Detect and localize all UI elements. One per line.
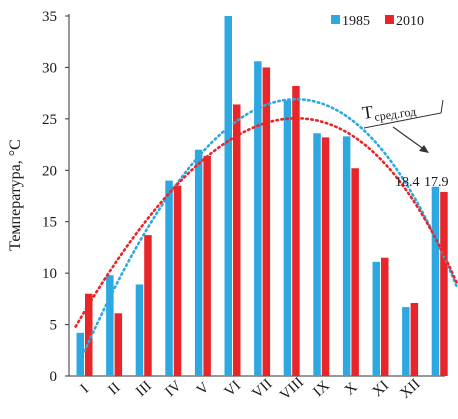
annotation-bracket: [363, 99, 444, 129]
bar-2010: [351, 168, 359, 376]
y-tick-label: 5: [50, 318, 58, 334]
y-tick-label: 20: [42, 163, 57, 179]
x-tick-label: IV: [162, 378, 185, 401]
trend-line-1985: [83, 97, 458, 353]
legend-swatch-2010: [385, 15, 394, 24]
bar-2010: [114, 313, 123, 376]
bar-2010: [381, 257, 389, 376]
legend-label-1985: 1985: [342, 14, 370, 29]
y-tick-label: 15: [42, 215, 57, 231]
x-tick-label: I: [78, 381, 92, 396]
x-tick-label: XII: [397, 376, 423, 402]
bar-2010: [144, 235, 152, 376]
bar-1985: [165, 180, 173, 376]
bar-2010: [233, 104, 241, 376]
x-tick-label: II: [105, 380, 123, 399]
x-tick-label: III: [133, 378, 155, 400]
x-tick-label: X: [342, 379, 361, 398]
y-tick-label: 35: [42, 9, 57, 25]
x-axis-ticks: I II III IV V VI VII VIII IX X XI XII: [78, 374, 424, 403]
bar-1985: [342, 136, 351, 376]
bar-1985: [135, 284, 144, 376]
annotation-subscript: сред.год: [373, 104, 417, 124]
y-tick-label: 0: [50, 369, 58, 385]
trend-lines: [74, 97, 458, 353]
annotation-value-1985: 18.4: [395, 175, 420, 190]
legend-swatch-1985: [331, 15, 340, 24]
trend-line-2010: [74, 117, 458, 328]
legend: 1985 2010: [331, 14, 424, 29]
y-tick-label: 25: [42, 112, 57, 128]
x-tick-label: XI: [370, 378, 392, 400]
bar-1985: [431, 186, 440, 376]
bar-2010: [85, 293, 93, 376]
bars: [76, 16, 448, 376]
bar-1985: [372, 261, 380, 376]
annotation-symbol: T: [361, 102, 375, 123]
bar-2010: [262, 67, 271, 376]
bar-2010: [440, 191, 448, 376]
bar-2010: [321, 137, 330, 376]
y-tick-label: 30: [42, 60, 57, 76]
bar-1985: [402, 307, 410, 376]
legend-label-2010: 2010: [396, 14, 424, 29]
bar-1985: [254, 61, 262, 376]
x-tick-label: IX: [310, 378, 333, 401]
y-axis-ticks: 0 5 10 15 20 25 30 35: [42, 9, 69, 385]
bar-2010: [203, 155, 211, 376]
bar-2010: [173, 185, 182, 376]
x-tick-label: V: [194, 379, 213, 398]
bar-1985: [106, 275, 114, 376]
bar-1985: [224, 16, 232, 376]
x-tick-label: VII: [249, 376, 275, 402]
bar-1985: [76, 332, 84, 376]
x-tick-label: VIII: [277, 374, 307, 403]
bar-1985: [194, 149, 203, 376]
y-axis-label: Температура, °С: [7, 139, 24, 251]
annotation-arrowhead: [419, 145, 429, 153]
y-tick-label: 10: [42, 266, 57, 282]
annotation-arrow: [392, 126, 426, 151]
annotation-value-2010: 17.9: [424, 175, 449, 190]
bar-1985: [283, 100, 292, 376]
bar-1985: [313, 133, 321, 376]
bar-2010: [410, 302, 419, 376]
x-tick-label: VI: [222, 378, 244, 400]
bar-2010: [292, 85, 300, 376]
